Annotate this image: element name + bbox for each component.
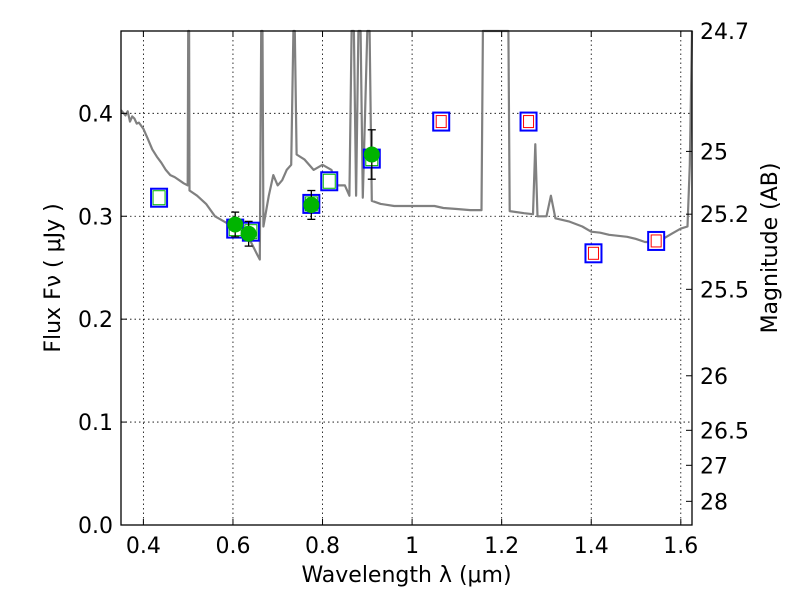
x-tick-label: 0.8 xyxy=(305,534,340,559)
upper-limit-marker xyxy=(435,115,447,129)
grid-lines xyxy=(121,31,692,526)
detection-inner-marker xyxy=(322,173,336,189)
upper-limit-marker xyxy=(523,115,535,129)
magnitude-tick-label: 26 xyxy=(700,365,728,390)
model-photometry-square xyxy=(519,111,538,132)
observed-point xyxy=(240,225,257,242)
observed-point xyxy=(227,216,244,233)
magnitude-tick-label: 26.5 xyxy=(700,419,749,444)
upper-limit-marker xyxy=(587,246,599,260)
y-tick-label: 0.3 xyxy=(78,205,113,230)
magnitude-tick-label: 24.7 xyxy=(700,20,749,45)
x-tick-label: 0.4 xyxy=(126,534,161,559)
upper-limit-marker xyxy=(650,234,662,248)
magnitude-tick-label: 27 xyxy=(700,454,728,479)
magnitude-tick-label: 25 xyxy=(700,140,728,165)
x-axis-label: Wavelength λ (μm) xyxy=(301,563,511,588)
x-tick-label: 1.4 xyxy=(574,534,609,559)
y-tick-label: 0.0 xyxy=(78,514,113,539)
model-photometry-square xyxy=(584,243,603,264)
magnitude-tick-label: 28 xyxy=(700,490,728,515)
model-photometry-square xyxy=(432,111,451,132)
observed-detections-series xyxy=(227,129,380,247)
x-tick-label: 1 xyxy=(405,534,419,559)
model-sed-line xyxy=(120,29,694,261)
x-tick-label: 1.2 xyxy=(484,534,519,559)
detection-inner-marker xyxy=(152,190,166,206)
magnitude-tick-label: 25.5 xyxy=(700,278,749,303)
observed-point xyxy=(303,196,320,213)
observed-point xyxy=(363,146,380,163)
y-tick-label: 0.1 xyxy=(78,411,113,436)
model-sed-series xyxy=(120,29,694,261)
right-y-axis-label: Magnitude (AB) xyxy=(758,163,783,334)
model-photometry-square xyxy=(150,187,169,208)
model-photometry-series xyxy=(150,111,666,264)
y-axis-label: Flux Fν ( μJy ) xyxy=(41,203,66,352)
magnitude-tick-label: 25.2 xyxy=(700,203,749,228)
model-photometry-square xyxy=(647,230,666,251)
plot-frame xyxy=(120,30,693,526)
model-photometry-square xyxy=(320,171,339,192)
y-tick-label: 0.2 xyxy=(78,308,113,333)
x-tick-label: 1.6 xyxy=(663,534,698,559)
axis-ticks: 0.4 0.6 0.8 1 1.2 1.4 1.6 0.0 0.1 0.2 0.3 0.4 24.7 25… xyxy=(78,20,749,559)
y-tick-label: 0.4 xyxy=(78,102,113,127)
x-tick-label: 0.6 xyxy=(215,534,250,559)
